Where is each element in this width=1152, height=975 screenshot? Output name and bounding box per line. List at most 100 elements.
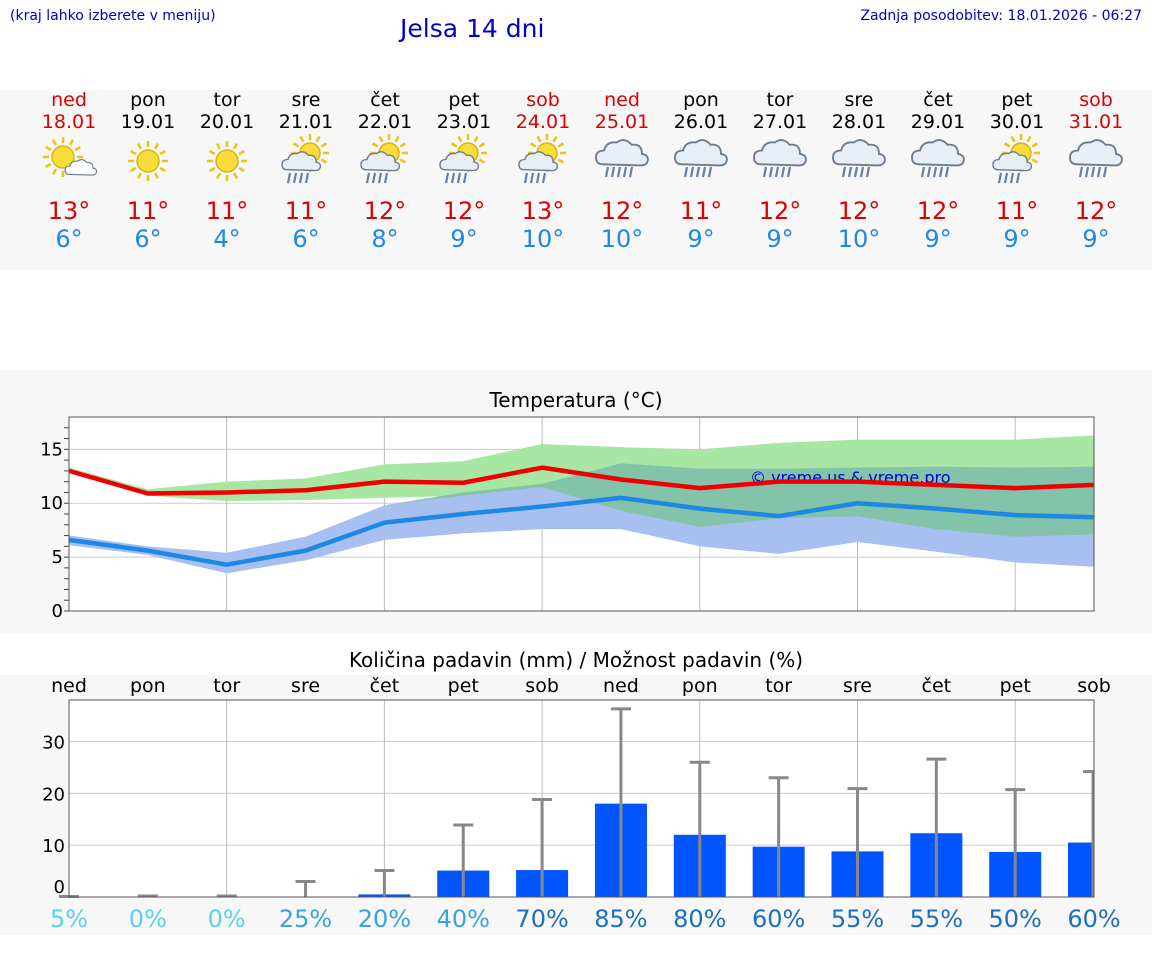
cloud-rain-icon — [582, 133, 662, 197]
precip-probability: 0% — [208, 905, 246, 933]
min-temperature: 6° — [292, 225, 320, 253]
min-temperature: 9° — [924, 225, 952, 253]
precip-day-label: pet — [1000, 675, 1031, 697]
precip-probability: 50% — [989, 905, 1042, 933]
page-title: Jelsa 14 dni — [400, 14, 545, 43]
precip-day-label: pon — [130, 675, 166, 697]
precip-probability: 0% — [129, 905, 167, 933]
daily-forecast-strip — [0, 90, 1152, 270]
day-date: 23.01 — [436, 111, 492, 133]
precipitation-chart: ned pon tor sre čet pet sob ned pon tor sre čet pet s… — [42, 675, 1121, 933]
min-temperature: 9° — [1082, 225, 1110, 253]
min-temperature: 9° — [766, 225, 794, 253]
day-column: pon 19.01 11° 6° — [108, 89, 188, 253]
plot-frame — [68, 416, 1095, 612]
precip-probability: 40% — [437, 905, 490, 933]
max-temperature: 11° — [995, 197, 1039, 225]
day-name: sre — [844, 89, 874, 111]
y-tick-label: 20 — [42, 784, 65, 805]
temperature-title: Temperatura (°C) — [489, 388, 663, 412]
min-temperature: 6° — [55, 225, 83, 253]
day-date: 21.01 — [278, 111, 334, 133]
day-name: pet — [1001, 89, 1033, 111]
cloud-rain-icon — [661, 133, 741, 197]
precip-probability: 60% — [1067, 905, 1120, 933]
day-name: čet — [370, 89, 400, 111]
max-temperature: 12° — [363, 197, 407, 225]
day-column: tor 20.01 11° 4° — [187, 89, 267, 253]
cloud-rain-icon — [1056, 133, 1136, 197]
day-date: 31.01 — [1068, 111, 1124, 133]
precip-day-label: pon — [682, 675, 718, 697]
min-temperature: 9° — [450, 225, 478, 253]
day-date: 25.01 — [594, 111, 650, 133]
day-column: čet 29.01 12° 9° — [898, 89, 978, 253]
cloud-rain-icon — [740, 133, 820, 197]
precipitation-title: Količina padavin (mm) / Možnost padavin … — [348, 648, 804, 672]
day-date: 22.01 — [357, 111, 413, 133]
location-menu-hint[interactable]: (kraj lahko izberete v meniju) — [10, 8, 216, 24]
max-temperature: 13° — [47, 197, 91, 225]
precip-probability: 80% — [673, 905, 726, 933]
precip-day-label: sob — [1077, 675, 1111, 697]
max-temperature: 12° — [442, 197, 486, 225]
day-column: ned 18.01 13° 6° — [29, 89, 109, 253]
day-date: 26.01 — [673, 111, 729, 133]
day-column: pet 30.01 11° 9° — [977, 89, 1057, 253]
day-name: tor — [213, 89, 241, 111]
overlap-range-band — [69, 463, 1095, 553]
day-column: sob 31.01 12° 9° — [1056, 89, 1136, 253]
day-name: sob — [526, 89, 560, 111]
precip-bar — [1068, 842, 1094, 897]
max-temperature: 12° — [837, 197, 881, 225]
max-temperature: 12° — [1074, 197, 1118, 225]
day-name: čet — [923, 89, 953, 111]
y-tick-label: 15 — [40, 439, 63, 460]
precip-probability: 25% — [279, 905, 332, 933]
max-temp-line — [68, 465, 1095, 496]
precip-probability: 5% — [50, 905, 88, 933]
precip-day-label: sre — [843, 675, 872, 697]
max-temperature: 11° — [205, 197, 249, 225]
day-column: tor 27.01 12° 9° — [740, 89, 820, 253]
precip-probability: 55% — [910, 905, 963, 933]
day-date: 18.01 — [41, 111, 97, 133]
precip-probability: 55% — [831, 905, 884, 933]
day-name: tor — [766, 89, 794, 111]
plot-frame — [68, 699, 1095, 898]
max-temperature: 12° — [758, 197, 802, 225]
precip-day-label: sre — [291, 675, 320, 697]
last-update: Zadnja posodobitev: 18.01.2026 - 06:27 — [860, 8, 1142, 24]
precip-day-label: tor — [765, 675, 792, 697]
min-temperature: 9° — [687, 225, 715, 253]
sun-rain-icon — [424, 133, 504, 197]
sun-rain-icon — [345, 133, 425, 197]
precip-day-label: čet — [922, 675, 952, 697]
min-temperature: 4° — [213, 225, 241, 253]
max-temperature: 11° — [126, 197, 170, 225]
min-temperature: 8° — [371, 225, 399, 253]
day-name: pon — [683, 89, 719, 111]
min-temperature: 10° — [837, 225, 881, 253]
day-name: sob — [1079, 89, 1113, 111]
y-tick-label: 10 — [40, 493, 63, 514]
min-temp-line — [68, 495, 1095, 567]
precip-day-label: čet — [370, 675, 400, 697]
precip-probability: 60% — [752, 905, 805, 933]
day-column: sob 24.01 13° 10° — [503, 89, 583, 253]
precip-day-label: sob — [525, 675, 559, 697]
day-column: pon 26.01 11° 9° — [661, 89, 741, 253]
day-date: 29.01 — [910, 111, 966, 133]
day-name: pet — [448, 89, 480, 111]
precip-day-label: pet — [448, 675, 479, 697]
precip-probability: 20% — [358, 905, 411, 933]
min-temperature: 6° — [134, 225, 162, 253]
min-temperature: 10° — [600, 225, 644, 253]
sun-rain-icon — [266, 133, 346, 197]
sun-icon — [108, 133, 188, 197]
day-name: ned — [51, 89, 87, 111]
sun-cloud-icon — [29, 133, 109, 197]
max-temperature: 12° — [600, 197, 644, 225]
day-name: pon — [130, 89, 166, 111]
